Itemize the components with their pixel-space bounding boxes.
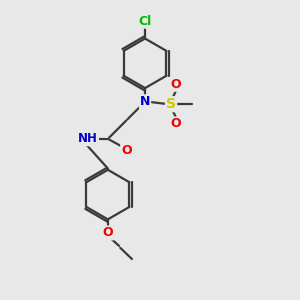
Text: S: S xyxy=(166,97,176,111)
Text: O: O xyxy=(121,143,132,157)
Text: NH: NH xyxy=(78,132,98,146)
Text: Cl: Cl xyxy=(138,15,152,28)
Text: O: O xyxy=(103,226,113,239)
Text: N: N xyxy=(140,95,150,108)
Text: O: O xyxy=(170,78,181,91)
Text: O: O xyxy=(170,118,181,130)
